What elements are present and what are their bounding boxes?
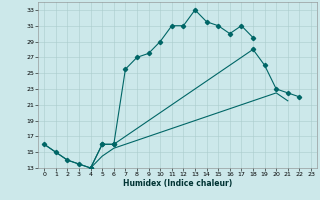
X-axis label: Humidex (Indice chaleur): Humidex (Indice chaleur) (123, 179, 232, 188)
